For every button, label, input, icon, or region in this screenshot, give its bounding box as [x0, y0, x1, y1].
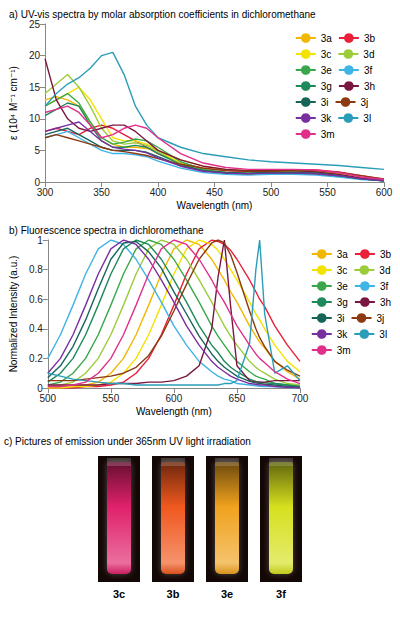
svg-text:1: 1 [37, 235, 43, 246]
svg-text:550: 550 [103, 393, 120, 404]
svg-text:3i: 3i [337, 313, 345, 324]
svg-text:550: 550 [319, 187, 336, 198]
svg-text:3m: 3m [321, 129, 335, 140]
html-text:3e: 3e [220, 588, 234, 600]
svg-text:3c: 3c [337, 265, 348, 276]
svg-text:3d: 3d [363, 49, 374, 60]
svg-text:0: 0 [34, 176, 40, 188]
svg-text:10: 10 [29, 113, 41, 124]
svg-text:0: 0 [37, 382, 43, 394]
svg-text:0.6: 0.6 [29, 294, 43, 305]
svg-text:600: 600 [376, 187, 393, 198]
svg-text:3g: 3g [337, 297, 348, 308]
html-text:3f: 3f [276, 588, 286, 600]
svg-text:0.2: 0.2 [29, 353, 43, 364]
svg-text:3a: 3a [337, 249, 349, 260]
svg-text:5: 5 [34, 145, 40, 156]
svg-text:300: 300 [37, 187, 54, 198]
svg-text:3k: 3k [337, 329, 349, 340]
svg-text:15: 15 [29, 82, 41, 93]
svg-text:3f: 3f [380, 281, 389, 292]
svg-text:3d: 3d [379, 265, 390, 276]
svg-text:700: 700 [292, 393, 309, 404]
svg-text:500: 500 [263, 187, 280, 198]
svg-text:3h: 3h [364, 81, 375, 92]
svg-text:Wavelength (nm): Wavelength (nm) [136, 406, 212, 417]
svg-text:ε (10⁴ M⁻¹ cm⁻¹): ε (10⁴ M⁻¹ cm⁻¹) [8, 66, 19, 140]
svg-text:350: 350 [93, 187, 110, 198]
svg-text:3a: 3a [321, 33, 333, 44]
svg-text:3k: 3k [321, 113, 333, 124]
svg-text:3b: 3b [364, 33, 376, 44]
svg-text:b) Fluorescence spectra in dic: b) Fluorescence spectra in dichlorometha… [9, 225, 204, 236]
svg-text:25: 25 [29, 19, 41, 30]
svg-text:20: 20 [29, 50, 41, 61]
svg-text:3j: 3j [361, 97, 369, 108]
svg-text:3b: 3b [380, 249, 392, 260]
svg-text:500: 500 [39, 393, 56, 404]
html-text:c) Pictures of emission under: c) Pictures of emission under 365nm UV l… [4, 436, 251, 447]
svg-text:a) UV-vis spectra by molar abs: a) UV-vis spectra by molar absorption co… [9, 9, 316, 20]
svg-text:3c: 3c [321, 49, 332, 60]
svg-text:3g: 3g [321, 81, 332, 92]
svg-text:3l: 3l [379, 329, 387, 340]
html-text:3c: 3c [112, 588, 126, 600]
svg-text:3j: 3j [377, 313, 385, 324]
svg-text:0.8: 0.8 [29, 264, 43, 275]
svg-text:650: 650 [229, 393, 246, 404]
svg-text:600: 600 [166, 393, 183, 404]
svg-text:400: 400 [150, 187, 167, 198]
svg-text:450: 450 [206, 187, 223, 198]
html-text:3b: 3b [166, 588, 180, 600]
svg-text:0.4: 0.4 [29, 323, 43, 334]
svg-text:Normalized Intensity (a.u.): Normalized Intensity (a.u.) [8, 256, 19, 373]
svg-text:3i: 3i [321, 97, 329, 108]
svg-text:3h: 3h [380, 297, 391, 308]
svg-text:3m: 3m [337, 345, 351, 356]
svg-text:3e: 3e [337, 281, 349, 292]
svg-text:3l: 3l [363, 113, 371, 124]
svg-text:Wavelength (nm): Wavelength (nm) [177, 200, 253, 211]
svg-text:3f: 3f [364, 65, 373, 76]
svg-text:3e: 3e [321, 65, 333, 76]
